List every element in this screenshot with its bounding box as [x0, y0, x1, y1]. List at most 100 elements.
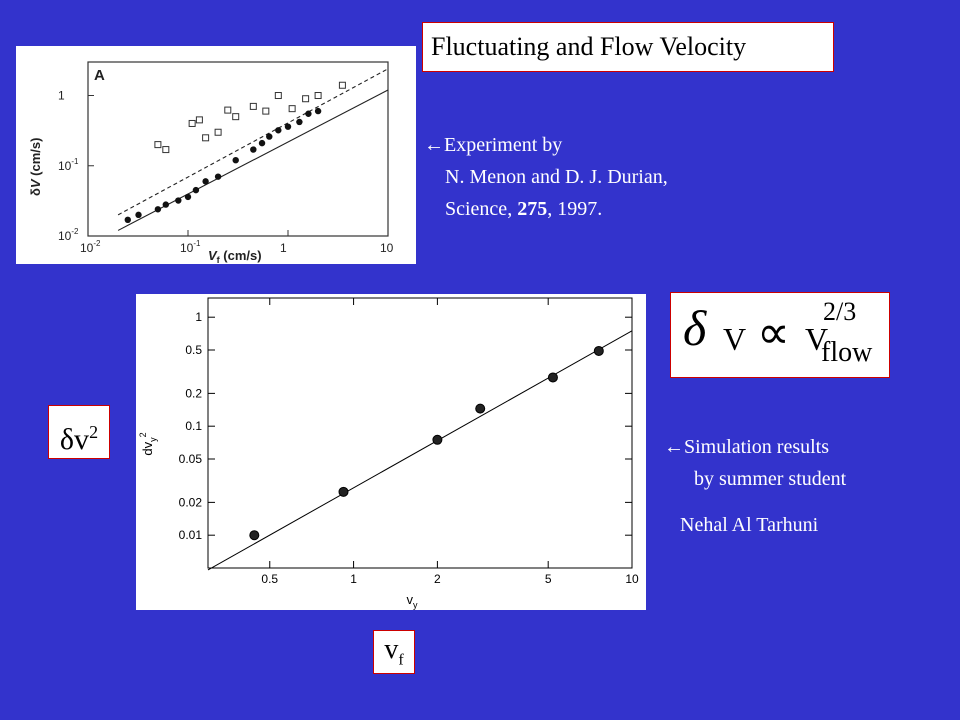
open-data-point — [162, 146, 170, 154]
y-tick-label-exp: -2 — [71, 227, 79, 236]
x-tick-label: 0.5 — [261, 572, 278, 586]
x-tick-label: 10-1 — [180, 239, 201, 255]
experiment-caption-line2: N. Menon and D. J. Durian, — [445, 166, 668, 188]
simulation-caption-line2: by summer student — [694, 468, 847, 490]
y-tick-label: 1 — [195, 310, 202, 324]
filled-data-point — [162, 201, 170, 208]
x-axis-label-sub: f — [217, 255, 221, 264]
fit-line — [207, 330, 633, 571]
plot-frame — [87, 61, 389, 237]
y-tick-label: 0.2 — [185, 386, 202, 400]
open-data-point — [338, 81, 346, 89]
formula-delta: δ — [683, 300, 707, 356]
filled-data-point — [175, 197, 182, 204]
data-point — [547, 372, 558, 383]
formula-subscript: flow — [821, 337, 873, 368]
x-tick-label-base: 10 — [80, 241, 94, 255]
filled-data-point — [184, 193, 192, 201]
experiment-caption-line3: Science, 275, 1997. — [445, 196, 602, 222]
open-data-point — [195, 116, 203, 124]
x-tick-label-base: 1 — [280, 241, 287, 255]
x-quantity-label: vf — [373, 630, 415, 674]
open-data-point — [188, 119, 196, 127]
open-data-point — [288, 105, 296, 113]
formula-exponent: 2/3 — [823, 297, 857, 326]
y-tick-label: 10-1 — [58, 157, 79, 173]
filled-data-point — [250, 146, 257, 153]
data-point — [249, 530, 260, 541]
y-axis-label: dvy2 — [138, 432, 158, 455]
x-tick-label-base: 10 — [180, 241, 194, 255]
formula-v2: V — [805, 321, 829, 357]
plot-frame — [207, 297, 633, 569]
x-tick-label: 5 — [545, 572, 552, 586]
y-axis-label-sup: 2 — [138, 432, 148, 437]
simulation-caption-line1: ←Simulation results — [664, 436, 829, 458]
experiment-chart: A 10-2 10-1 1 10 10-210-11 Vf (cm/s) δV (cm… — [28, 61, 394, 265]
x-quantity-label-sub: f — [398, 651, 404, 669]
formula-proportional: ∝ — [757, 307, 790, 358]
formula-v: V — [723, 321, 747, 357]
journal-name: Science, — [445, 198, 518, 220]
y-quantity-label: δv2 — [48, 405, 110, 459]
y-quantity-label-base: δv — [59, 423, 90, 456]
y-axis-label-base: V — [28, 178, 43, 188]
x-axis-label: vy — [407, 592, 419, 610]
x-tick-label-exp: -1 — [193, 239, 201, 248]
panel-label: A — [94, 67, 105, 84]
filled-data-point — [232, 156, 239, 164]
open-data-point — [302, 95, 310, 103]
simulation-chart-panel: 0.5 1 2 5 10 0.01 0.02 0.05 0.1 0.2 0.5 1 vy dvy2 — [136, 294, 646, 610]
data-point — [475, 403, 486, 414]
filled-data-point — [124, 216, 131, 224]
x-axis-label-unit: (cm/s) — [220, 248, 262, 263]
open-data-point — [274, 92, 282, 100]
solid-fit-line — [117, 89, 389, 231]
x-axis-label-sub: y — [413, 600, 418, 610]
filled-data-point — [314, 107, 322, 115]
y-tick-label: 0.01 — [179, 528, 203, 542]
filled-data-point — [135, 211, 142, 219]
x-tick-label: 10 — [625, 572, 639, 586]
open-data-point — [232, 113, 240, 121]
open-data-point — [202, 134, 210, 142]
scaling-formula: δ V ∝ V 2/3 flow — [670, 292, 890, 378]
x-quantity-label-base: v — [384, 634, 399, 665]
filled-data-point — [192, 186, 200, 194]
open-data-point — [262, 107, 270, 115]
y-tick-label: 10-2 — [58, 227, 79, 243]
filled-data-point — [154, 206, 162, 213]
y-tick-label-exp: -1 — [71, 157, 79, 166]
y-tick-label: 1 — [58, 89, 65, 103]
filled-data-point — [296, 118, 303, 126]
open-data-point — [314, 92, 322, 100]
open-data-point — [224, 106, 232, 114]
experiment-chart-panel: A 10-2 10-1 1 10 10-2 10-1 1 Vf (cm/s) δV (cm… — [16, 46, 416, 265]
y-tick-label: 0.1 — [185, 419, 202, 433]
filled-data-point — [284, 123, 292, 130]
x-axis-label: Vf (cm/s) — [208, 248, 262, 264]
y-axis-label-base: dv — [140, 441, 155, 455]
y-axis-label: δV (cm/s) — [28, 138, 43, 196]
filled-data-point — [258, 139, 266, 147]
journal-volume: 275 — [517, 198, 548, 220]
y-tick-label-base: 1 — [58, 89, 65, 103]
open-data-point — [154, 141, 162, 149]
filled-data-point — [266, 133, 273, 140]
slide-title: Fluctuating and Flow Velocity — [422, 22, 834, 72]
data-point — [593, 345, 604, 356]
simulation-caption-line3: Nehal Al Tarhuni — [680, 514, 819, 536]
journal-year: , 1997. — [547, 198, 603, 220]
data-point — [338, 486, 349, 497]
x-tick-label: 2 — [434, 572, 441, 586]
y-tick-label: 0.05 — [179, 452, 203, 466]
x-tick-label: 10 — [380, 241, 394, 255]
y-tick-label-base: 10 — [58, 159, 72, 173]
x-tick-label: 1 — [280, 241, 287, 255]
filled-data-point — [305, 110, 312, 117]
y-quantity-label-sup: 2 — [89, 422, 99, 442]
y-axis-label-unit: (cm/s) — [28, 138, 43, 180]
x-tick-label-exp: -2 — [93, 239, 101, 248]
simulation-chart: 0.5 1 2 5 10 0.010.020.050.10.20.51 vy dvy2 — [138, 297, 639, 610]
dashed-fit-line — [117, 68, 389, 216]
